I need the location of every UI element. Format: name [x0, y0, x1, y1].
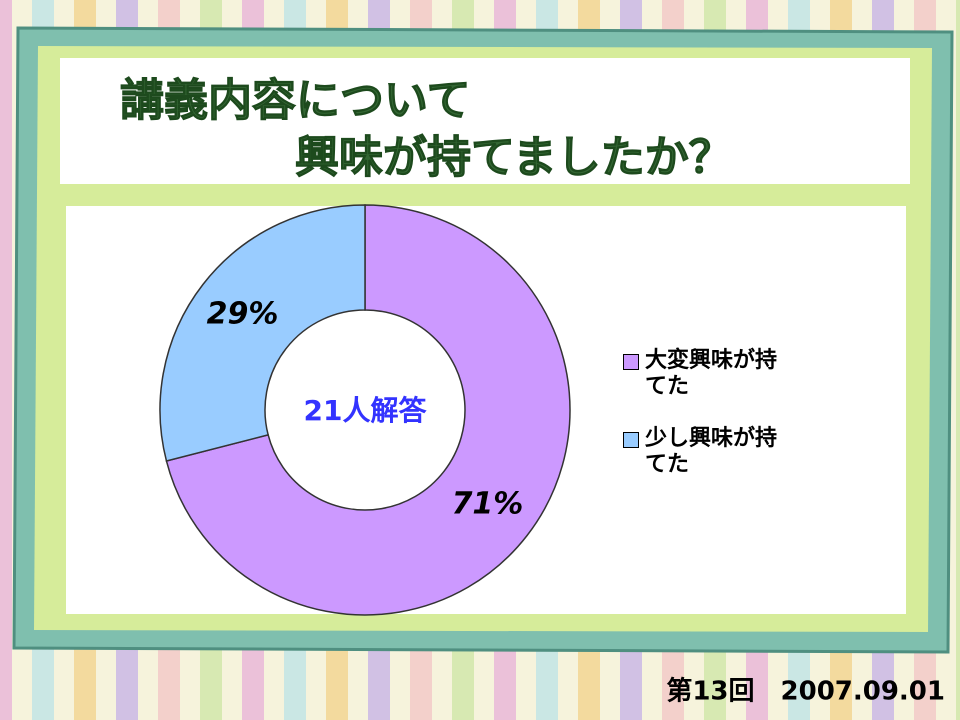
- donut-segment: [159, 204, 366, 462]
- legend-swatch: [623, 354, 639, 370]
- legend-swatch: [623, 432, 639, 448]
- chart-title: 興味が持てましたか？: [295, 132, 733, 183]
- center-label: 21人解答: [304, 394, 428, 427]
- footer: 第13回 2007.09.01: [666, 676, 945, 707]
- title-panel: [60, 58, 910, 184]
- stripe: [0, 0, 12, 720]
- legend-label: 大変興味が持てた: [645, 348, 778, 399]
- data-label: 29%: [207, 296, 279, 331]
- data-label: 71%: [452, 487, 524, 522]
- donut-segment: [165, 204, 571, 616]
- chart-title: 講義内容について: [120, 75, 471, 126]
- legend-label: 少し興味が持てた: [645, 426, 778, 477]
- stripe: [956, 0, 960, 720]
